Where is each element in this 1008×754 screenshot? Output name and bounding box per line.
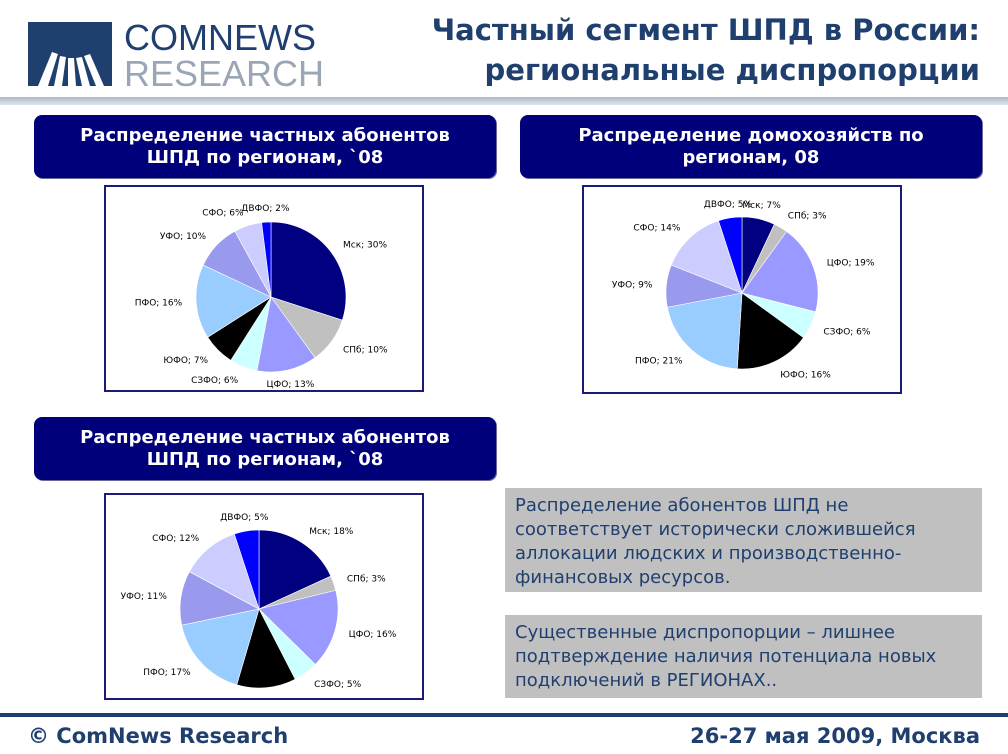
pie-label: ЦФО; 19%: [827, 259, 875, 269]
pie-label: ДВФО; 2%: [241, 204, 290, 214]
pie-slice-ДВФО: [233, 529, 260, 610]
note-line: финансовых ресурсов.: [515, 567, 731, 588]
panel-header-text: Распределение частных абонентов ШПД по р…: [80, 426, 450, 470]
pie-label: СФО; 6%: [202, 208, 244, 218]
footer-date-location: 26-27 мая 2009, Москва: [690, 724, 980, 748]
pie-label: СФО; 14%: [633, 223, 680, 233]
pie-chart-svg: Мск; 18%СПб; 3%ЦФО; 16%СЗФО; 5%ЮФО; 12%П…: [121, 513, 397, 698]
note-line: соответствует исторически сложившейся: [515, 519, 916, 540]
pie-label: ДВФО; 5%: [704, 200, 753, 210]
pie-label: ПФО; 21%: [635, 357, 683, 367]
pie-label: ЦФО; 13%: [267, 380, 315, 390]
logo-mark-icon: [28, 22, 112, 86]
note-line: Существенные диспропорции – лишнее: [515, 622, 895, 643]
note-disproportions: Существенные диспропорции – лишнее подтв…: [505, 615, 982, 698]
pie-slice-ЮФО: [736, 292, 804, 370]
pie-label: ПФО; 17%: [143, 668, 191, 678]
pie-slice-ДВФО: [261, 221, 272, 298]
pie-chart-svg: Мск; 7% СПб; 3% ЦФО; 19% СЗФО; 6% ЮФО; 16% ПФ…: [612, 200, 875, 380]
pie-chart-households: Мск; 7% СПб; 3% ЦФО; 19% СЗФО; 6% ЮФО; 16% ПФ…: [582, 185, 902, 394]
panel-header-households: Распределение домохозяйств по регионам, …: [520, 115, 982, 178]
pie-slice-ПФО: [195, 264, 272, 338]
pie-label: ДВФО; 5%: [220, 513, 269, 523]
pie-label: УФО; 9%: [612, 281, 653, 291]
pie-label: СЗФО; 6%: [191, 376, 239, 386]
logo-text-research: RESEARCH: [124, 53, 325, 94]
pie-label: СЗФО; 5%: [314, 680, 362, 690]
pie-label: СПб; 10%: [343, 345, 388, 355]
header-divider: [0, 97, 1008, 105]
page-title: Частный сегмент ШПД в России: региональн…: [432, 10, 980, 90]
panel-header-text: Распределение частных абонентов ШПД по р…: [80, 124, 450, 168]
page-title-line-2: региональные диспропорции: [484, 53, 980, 87]
note-line: подключений в РЕГИОНАХ..: [515, 670, 778, 691]
pie-label: Мск; 18%: [309, 527, 353, 537]
note-line: аллокации людских и производственно-: [515, 543, 902, 564]
pie-label: Мск; 7%: [742, 201, 781, 211]
page-title-line-1: Частный сегмент ШПД в России:: [431, 13, 980, 47]
pie-label: СПб; 3%: [788, 212, 827, 222]
pie-slice-ДВФО: [718, 216, 743, 294]
note-line: Распределение абонентов ШПД не: [515, 495, 849, 516]
panel-header-text: Распределение домохозяйств по регионам, …: [578, 124, 924, 168]
comnews-logo: COMNEWS RESEARCH: [28, 18, 324, 94]
pie-slice-ЦФО: [741, 231, 819, 313]
pie-label: УФО; 10%: [160, 232, 207, 242]
pie-chart-svg: Мск; 30% СПб; 10% ЦФО; 13% СЗФО; 6% ЮФО; 7% П…: [135, 204, 388, 390]
pie-label: УФО; 11%: [121, 592, 168, 602]
pie-label: СФО; 12%: [152, 534, 199, 544]
panel-header-subscribers-1: Распределение частных абонентов ШПД по р…: [34, 115, 496, 178]
pie-slice-Мск: [258, 529, 332, 610]
pie-slice-ЦФО: [256, 296, 316, 373]
pie-slice-ПФО: [666, 292, 743, 370]
pie-label: ЦФО; 16%: [349, 630, 397, 640]
pie-slice-ЦФО: [258, 590, 339, 665]
pie-slice-СФО: [188, 533, 260, 610]
pie-slice-ПФО: [181, 608, 260, 686]
pie-slice-Мск: [270, 221, 347, 321]
pie-label: СПб; 3%: [347, 575, 386, 585]
logo-text-comnews: COMNEWS: [124, 17, 316, 58]
note-line: подтверждение наличия потенциала новых: [515, 646, 937, 667]
pie-chart-subscribers-1: Мск; 30% СПб; 10% ЦФО; 13% СЗФО; 6% ЮФО; 7% П…: [104, 185, 424, 392]
pie-label: СЗФО; 6%: [823, 327, 871, 337]
pie-label: ЮФО; 16%: [780, 370, 831, 380]
pie-label: ПФО; 16%: [135, 299, 183, 309]
pie-slice-ЮФО: [236, 608, 296, 689]
panel-header-subscribers-2: Распределение частных абонентов ШПД по р…: [34, 417, 496, 480]
pie-label: ЮФО; 7%: [163, 356, 208, 366]
note-allocation: Распределение абонентов ШПД не соответст…: [505, 488, 982, 592]
footer-copyright: © ComNews Research: [28, 724, 289, 748]
pie-label: Мск; 30%: [343, 241, 387, 251]
pie-chart-subscribers-2: Мск; 18%СПб; 3%ЦФО; 16%СЗФО; 5%ЮФО; 12%П…: [104, 493, 424, 700]
footer-divider: [0, 713, 1008, 717]
